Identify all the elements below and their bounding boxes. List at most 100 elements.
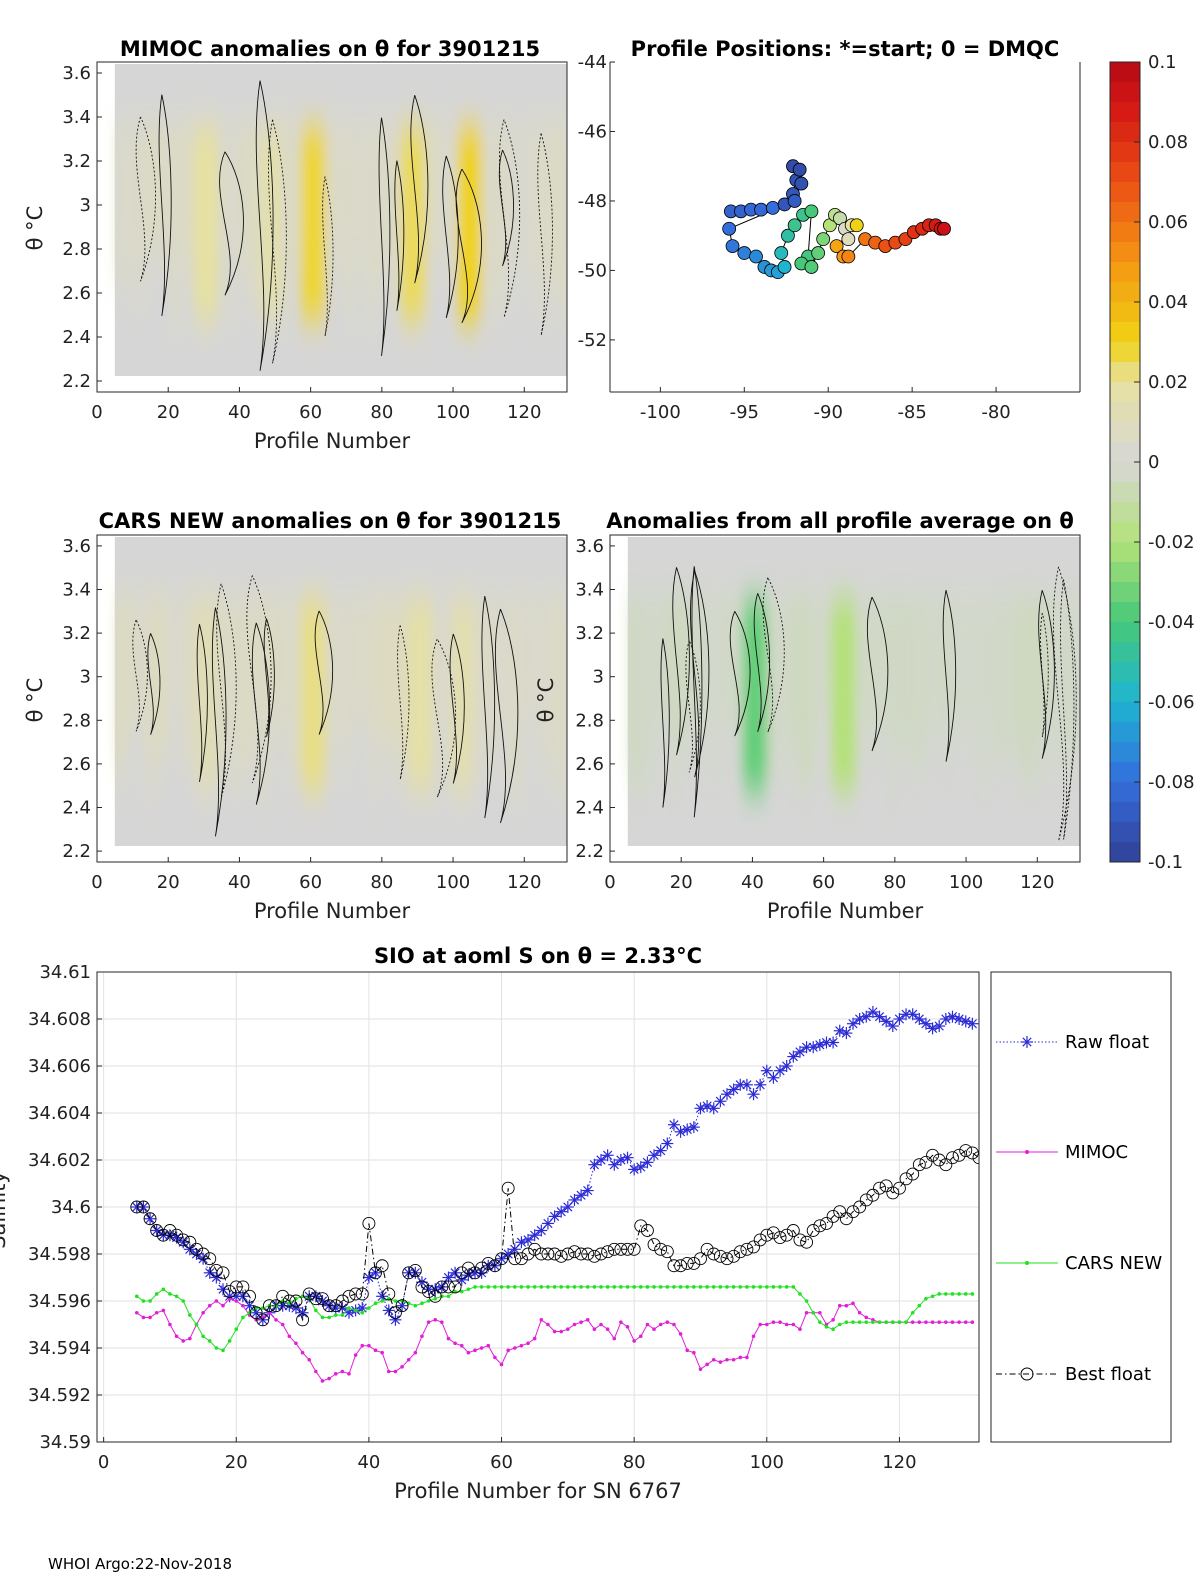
mimoc-point xyxy=(924,1320,928,1324)
best-float-point xyxy=(216,1266,230,1280)
mimoc-point xyxy=(386,1369,391,1374)
cars-new-point xyxy=(718,1285,723,1289)
colorbar-segment xyxy=(1110,842,1140,863)
field-cell xyxy=(152,121,158,261)
x-tick-label: 120 xyxy=(1020,872,1054,893)
field-cell xyxy=(499,121,505,301)
field-cell xyxy=(766,593,773,780)
field-cell xyxy=(162,593,169,754)
avg-ylabel: θ °C xyxy=(534,678,558,723)
raw-float-point xyxy=(860,1010,873,1023)
contour-line xyxy=(1040,612,1049,738)
mimoc-point xyxy=(406,1357,411,1362)
mimoc-point xyxy=(207,1303,212,1308)
y-tick-label: 3 xyxy=(80,667,91,688)
mimoc-point xyxy=(685,1348,690,1353)
field-cell xyxy=(1071,593,1077,754)
mimoc-point xyxy=(698,1367,703,1371)
mimoc-point xyxy=(831,1318,835,1322)
field-cell xyxy=(173,593,179,709)
profile-position-marker xyxy=(774,246,789,260)
best-float-point xyxy=(760,1228,774,1242)
best-float-point xyxy=(428,1289,442,1303)
field-cell xyxy=(531,121,537,275)
best-float-point xyxy=(839,1212,853,1226)
y-tick-label: -48 xyxy=(578,191,607,212)
field-cell xyxy=(323,593,329,784)
raw-float-point xyxy=(575,1189,588,1202)
field-cell xyxy=(397,593,404,745)
best-float-point xyxy=(866,1188,880,1202)
cars-new-point xyxy=(327,1315,331,1320)
profile-position-marker xyxy=(841,232,856,247)
field-cell xyxy=(371,121,377,324)
colorbar-segment xyxy=(1110,122,1140,143)
field-cell xyxy=(980,593,986,803)
profile-position-marker xyxy=(754,202,768,217)
field-cell xyxy=(937,593,943,727)
cars-new-point xyxy=(579,1285,583,1289)
field-cell xyxy=(392,593,398,794)
mimoc-ylabel: θ °C xyxy=(23,206,47,251)
x-tick-label: -80 xyxy=(981,402,1010,423)
field-cell xyxy=(552,121,559,287)
raw-float-point xyxy=(906,1008,919,1021)
field-cell xyxy=(520,593,527,805)
mimoc-point xyxy=(930,1320,935,1324)
contour-line xyxy=(216,583,237,798)
best-float-point xyxy=(660,1245,674,1259)
anomaly-band xyxy=(194,600,218,791)
field-cell xyxy=(643,593,650,799)
best-float-point xyxy=(753,1233,767,1247)
cars-new-point xyxy=(771,1285,776,1289)
best-float-point xyxy=(853,1200,867,1214)
colorbar-segment xyxy=(1110,262,1140,283)
best-float-point xyxy=(136,1200,150,1214)
cars-new-point xyxy=(201,1334,205,1339)
best-float-point xyxy=(143,1212,157,1226)
best-float-point xyxy=(892,1181,906,1195)
cars-new-point xyxy=(652,1285,656,1289)
field-cell xyxy=(114,121,121,293)
cars-new-point xyxy=(373,1301,378,1306)
field-cell xyxy=(948,593,954,712)
best-float-point xyxy=(196,1247,210,1261)
cars-new-point xyxy=(599,1285,603,1289)
field-cell xyxy=(1023,593,1029,790)
raw-float-point xyxy=(919,1017,932,1030)
best-float-point xyxy=(972,1151,979,1165)
colorbar-ticks: 0.1 0.08 0.06 0.04 0.02 0 -0.02 -0.04 -0.06 -0.08… xyxy=(1134,52,1195,873)
cars-new-point xyxy=(552,1285,557,1289)
field-cell xyxy=(1001,593,1008,761)
cars-new-point xyxy=(645,1285,650,1289)
colorbar-tick-label: -0.06 xyxy=(1148,692,1195,713)
mimoc-point xyxy=(857,1310,862,1315)
salinity-title: SIO at aoml S on θ = 2.33°C xyxy=(374,944,702,968)
mimoc-point xyxy=(473,1348,477,1353)
avg-axes-box xyxy=(609,534,1081,863)
x-tick-label: 20 xyxy=(225,1452,248,1473)
best-float-point xyxy=(607,1242,621,1256)
cars-new-point xyxy=(221,1348,225,1353)
mimoc-point xyxy=(519,1343,524,1348)
mimoc-point xyxy=(851,1301,855,1306)
field-cell xyxy=(381,121,388,316)
mimoc-point xyxy=(804,1310,809,1315)
colorbar-segment xyxy=(1110,302,1140,323)
field-cell xyxy=(355,593,361,720)
cars-new-point xyxy=(426,1299,431,1303)
field-cell xyxy=(280,121,286,286)
colorbar-tick-label: -0.02 xyxy=(1148,532,1195,553)
field-cell xyxy=(120,593,126,790)
mimoc-point xyxy=(950,1320,955,1324)
contour-line xyxy=(196,624,208,783)
field-cell xyxy=(932,593,938,715)
raw-float-point xyxy=(760,1064,773,1077)
cars-new-point xyxy=(638,1285,643,1289)
best-float-point xyxy=(528,1242,542,1256)
contour-line xyxy=(499,119,521,318)
best-float-point xyxy=(773,1231,787,1245)
mimoc-point xyxy=(665,1320,670,1324)
salinity-legend-items: Raw float MIMOC CARS NEW Best float xyxy=(996,1032,1162,1385)
colorbar-segment xyxy=(1110,482,1140,503)
